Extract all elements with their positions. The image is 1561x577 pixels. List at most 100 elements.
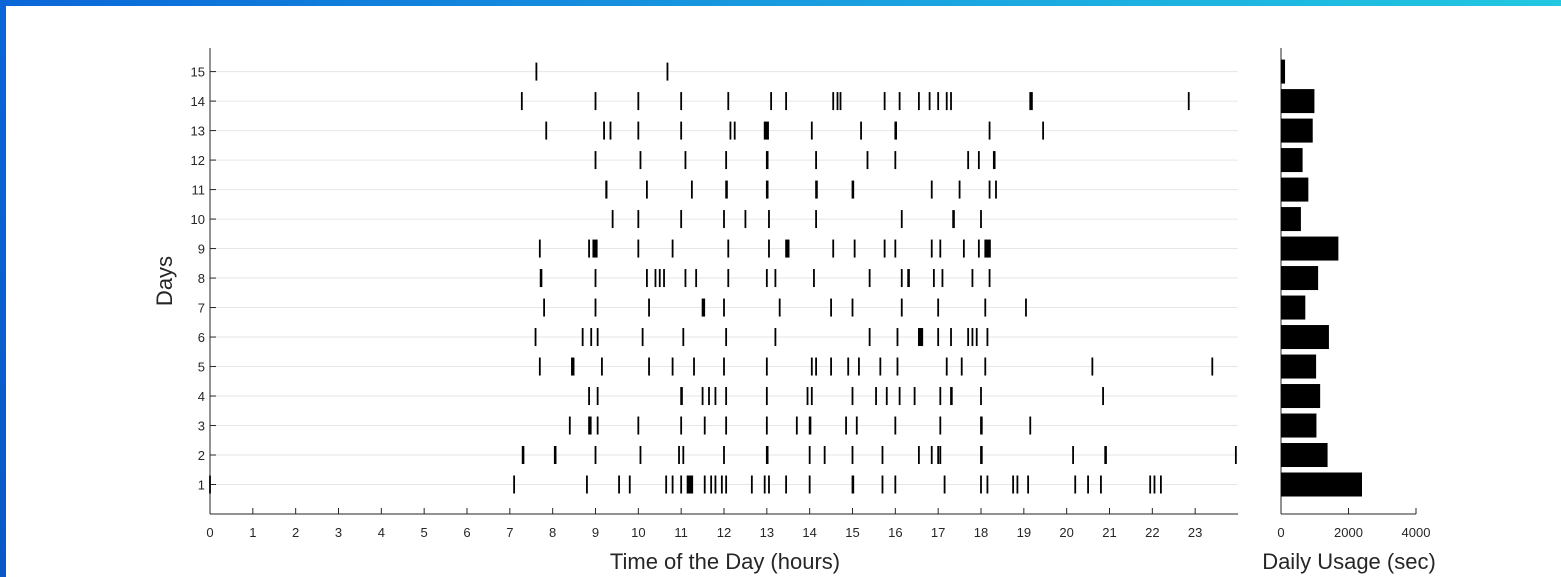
event-mark-day9-6 — [768, 239, 770, 258]
y-tick-label-10: 10 — [191, 212, 205, 227]
event-mark-day4-12 — [885, 387, 888, 406]
event-mark-day8-6 — [684, 269, 687, 288]
event-mark-day5-8 — [810, 357, 813, 376]
event-mark-day1-17 — [785, 475, 788, 494]
event-mark-day6-13 — [967, 328, 970, 347]
raster-gridlines — [210, 71, 1238, 486]
event-mark-day14-15 — [945, 92, 948, 111]
usage-bars — [1281, 59, 1362, 497]
usage-bar-day-14 — [1281, 89, 1315, 114]
event-mark-day5-5 — [693, 357, 695, 376]
event-mark-day4-11 — [875, 387, 877, 406]
x-tick-label-0: 0 — [206, 525, 213, 540]
usage-bar-day-3 — [1281, 413, 1317, 438]
event-mark-day6-5 — [682, 328, 685, 347]
event-mark-day6-9 — [896, 328, 899, 347]
event-mark-day14-6 — [785, 92, 788, 111]
event-mark-day1-7 — [680, 475, 683, 494]
event-mark-day13-0 — [545, 121, 548, 140]
event-mark-day5-13 — [879, 357, 882, 376]
event-mark-day13-8 — [810, 121, 813, 140]
x-tick-label-5: 5 — [421, 525, 428, 540]
event-mark-day3-8 — [795, 416, 798, 435]
event-mark-day8-15 — [932, 269, 935, 288]
event-mark-day5-1 — [571, 357, 575, 376]
event-mark-day13-7 — [763, 121, 769, 140]
event-mark-day5-2 — [601, 357, 603, 376]
y-tick-label-1: 1 — [198, 478, 205, 493]
usage-bar-day-9 — [1281, 236, 1339, 261]
event-mark-day8-8 — [727, 269, 730, 288]
event-mark-day2-1 — [553, 446, 557, 465]
event-mark-day3-0 — [568, 416, 571, 435]
usage-x-axis-title: Daily Usage (sec) — [1262, 549, 1436, 574]
event-mark-day2-16 — [980, 446, 983, 465]
event-mark-day6-8 — [868, 328, 871, 347]
event-mark-day1-27 — [1027, 475, 1030, 494]
event-mark-day1-28 — [1074, 475, 1077, 494]
event-mark-day9-4 — [671, 239, 674, 258]
event-mark-day1-14 — [750, 475, 753, 494]
event-mark-day13-3 — [637, 121, 640, 140]
x-tick-label-11: 11 — [674, 525, 688, 540]
event-mark-day7-10 — [984, 298, 987, 317]
event-mark-day2-0 — [521, 446, 525, 465]
event-mark-day13-2 — [609, 121, 612, 140]
event-mark-day8-9 — [765, 269, 768, 288]
event-mark-day11-9 — [988, 180, 991, 199]
event-mark-day6-16 — [986, 328, 989, 347]
event-mark-day12-8 — [967, 151, 970, 170]
event-mark-day1-9 — [703, 475, 706, 494]
event-mark-day3-15 — [1029, 416, 1032, 435]
event-mark-day15-1 — [666, 62, 669, 81]
event-mark-day1-25 — [1012, 475, 1015, 494]
event-mark-day12-0 — [594, 151, 597, 170]
event-mark-day1-29 — [1087, 475, 1089, 494]
event-mark-day2-9 — [823, 446, 826, 465]
event-mark-day14-10 — [883, 92, 886, 111]
event-mark-day12-3 — [725, 151, 728, 170]
event-mark-day2-4 — [678, 446, 680, 465]
event-mark-day9-2 — [592, 239, 598, 258]
event-mark-day4-4 — [708, 387, 710, 406]
event-mark-day6-12 — [950, 328, 952, 347]
event-mark-day11-10 — [995, 180, 997, 199]
event-mark-day3-12 — [894, 416, 897, 435]
usage-bar-day-2 — [1281, 443, 1328, 468]
event-mark-day5-14 — [896, 357, 899, 376]
event-mark-day4-17 — [980, 387, 982, 406]
event-mark-day5-19 — [1211, 357, 1214, 376]
x-tick-label-13: 13 — [760, 525, 774, 540]
event-mark-day3-9 — [808, 416, 812, 435]
event-mark-day4-7 — [765, 387, 768, 406]
event-mark-day8-7 — [695, 269, 698, 288]
event-mark-day3-11 — [855, 416, 858, 435]
raster-axes: 0 1 2 3 4 5 6 7 8 9 10 11 12 13 14 15 16 17 18 19 20 21 22 2312… — [191, 48, 1238, 540]
raster-events — [209, 62, 1237, 494]
event-mark-day14-17 — [1029, 92, 1033, 111]
event-mark-day7-3 — [701, 298, 706, 317]
event-mark-day7-5 — [778, 298, 781, 317]
x-tick-label-14: 14 — [802, 525, 816, 540]
event-mark-day7-7 — [851, 298, 854, 317]
event-mark-day4-0 — [588, 387, 590, 406]
event-mark-day2-15 — [939, 446, 942, 465]
event-mark-day8-17 — [971, 269, 974, 288]
event-mark-day11-8 — [958, 180, 961, 199]
event-mark-day5-15 — [945, 357, 948, 376]
y-tick-label-12: 12 — [191, 153, 205, 168]
event-mark-day9-9 — [853, 239, 856, 258]
event-mark-day4-2 — [680, 387, 683, 406]
event-mark-day8-3 — [654, 269, 657, 288]
event-mark-day5-17 — [984, 357, 987, 376]
event-mark-day1-10 — [710, 475, 713, 494]
event-mark-day6-3 — [596, 328, 599, 347]
event-mark-day14-11 — [898, 92, 901, 111]
event-mark-day1-13 — [725, 475, 728, 494]
y-tick-label-7: 7 — [198, 301, 205, 316]
event-mark-day4-18 — [1102, 387, 1104, 406]
event-mark-day7-11 — [1025, 298, 1027, 317]
y-tick-label-9: 9 — [198, 242, 205, 257]
x-tick-label-9: 9 — [592, 525, 599, 540]
